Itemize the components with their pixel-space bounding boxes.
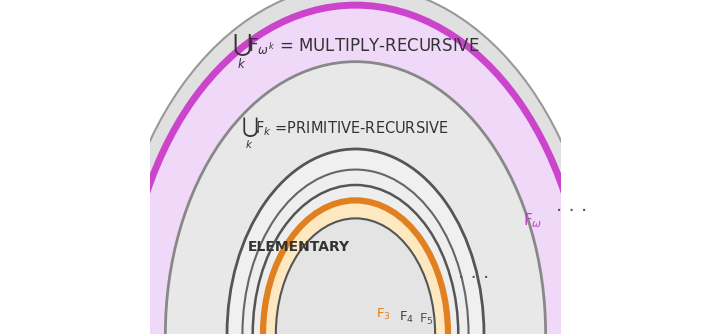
Text: $\mathrm{F}_5$: $\mathrm{F}_5$ [419,312,434,327]
Ellipse shape [242,170,469,334]
Text: ELEMENTARY: ELEMENTARY [248,240,350,254]
Ellipse shape [124,5,587,334]
Text: $\bigcup_k \mathrm{F}_k$ =PRIMITIVE-RECURSIVE: $\bigcup_k \mathrm{F}_k$ =PRIMITIVE-RECU… [241,116,449,151]
Ellipse shape [173,72,538,334]
Text: . . .: . . . [458,263,489,282]
Ellipse shape [263,200,448,334]
Text: $\bigcup_k \mathrm{F}_{\omega^k}$ = MULTIPLY-RECURSIVE: $\bigcup_k \mathrm{F}_{\omega^k}$ = MULT… [232,32,479,71]
Ellipse shape [252,185,459,334]
Text: $\mathrm{F}_{\omega}$: $\mathrm{F}_{\omega}$ [523,212,542,230]
Ellipse shape [276,218,435,334]
Ellipse shape [227,149,484,334]
Text: $\mathrm{F}_4$: $\mathrm{F}_4$ [400,310,415,325]
Text: . . .: . . . [556,196,587,215]
Ellipse shape [109,0,602,334]
Ellipse shape [166,62,545,334]
Text: $\mathrm{F}_3$: $\mathrm{F}_3$ [376,307,391,322]
